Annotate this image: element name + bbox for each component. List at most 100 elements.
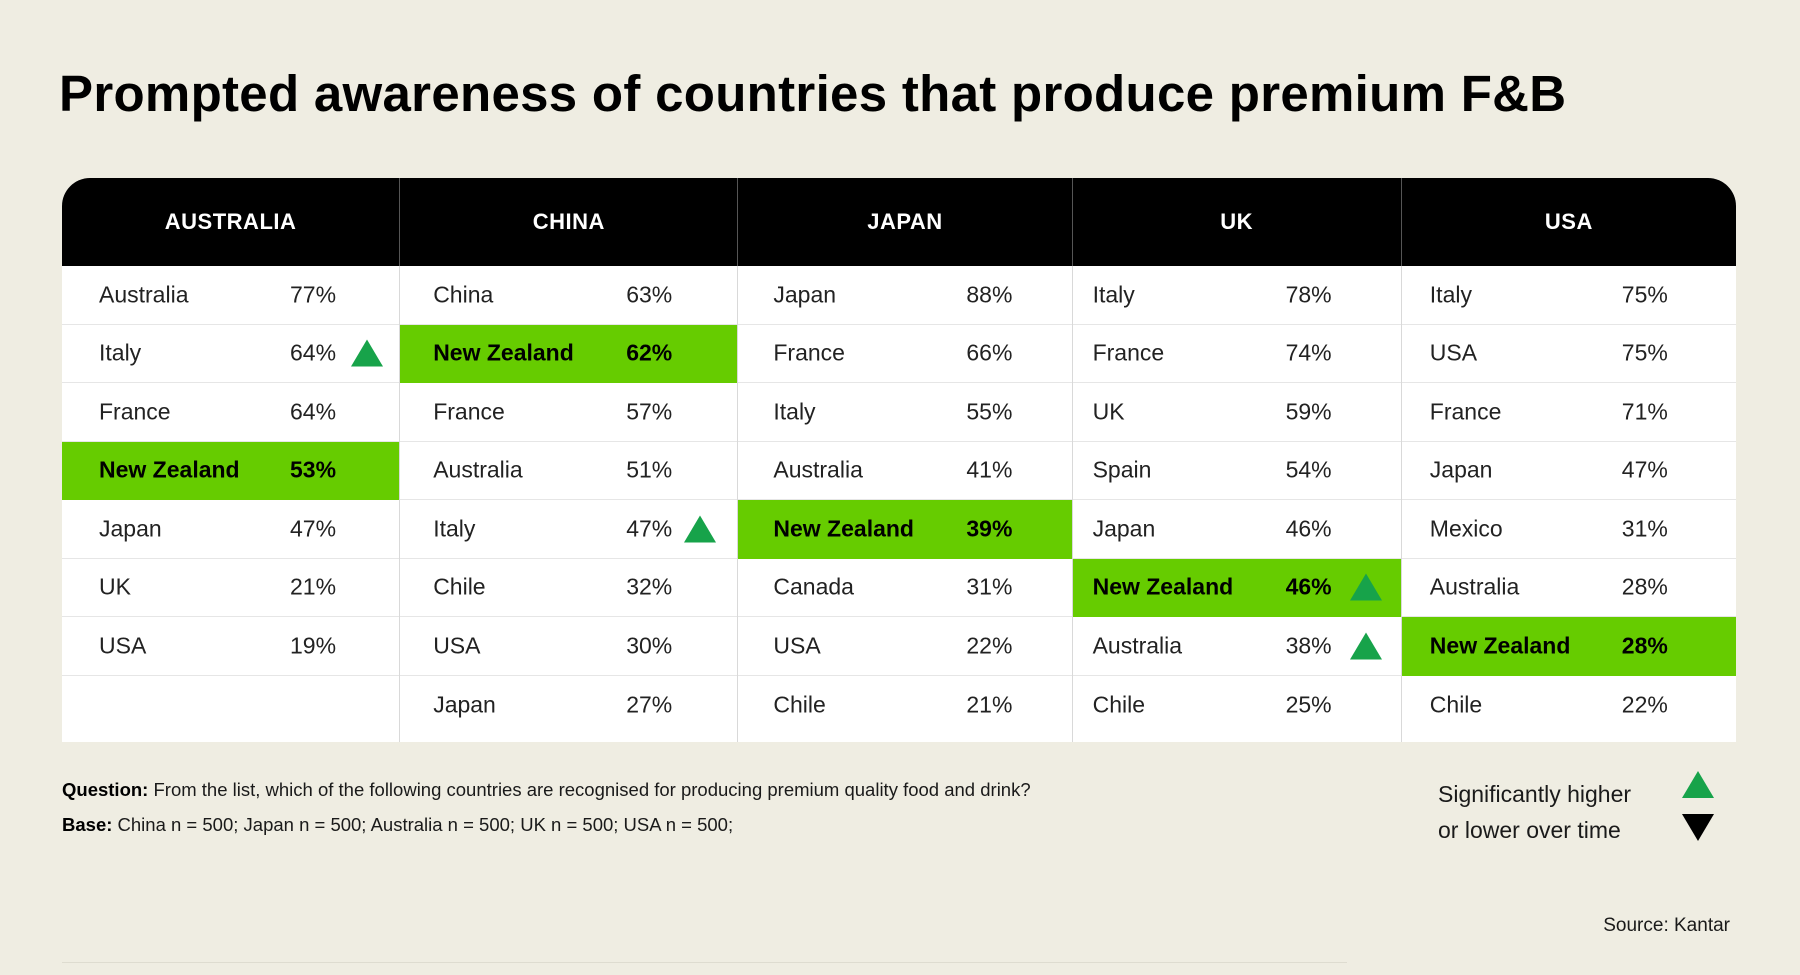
- table-row: Italy 64%: [62, 325, 400, 383]
- country-name: Australia: [1092, 632, 1183, 659]
- country-name: UK: [1092, 398, 1125, 425]
- table-row: Japan 46%: [1072, 500, 1401, 559]
- base-footnote: Base: China n = 500; Japan n = 500; Aust…: [62, 814, 733, 836]
- table-row: USA 30%: [400, 617, 738, 676]
- awareness-value: 53%: [290, 456, 337, 483]
- country-name: Chile: [773, 691, 826, 718]
- awareness-value: 30%: [626, 632, 673, 659]
- country-name: Australia: [99, 281, 189, 308]
- country-name: Chile: [433, 573, 486, 600]
- awareness-table: AUSTRALIA Australia 77% Italy 64% France 64% Ne…: [62, 178, 1736, 742]
- country-name: New Zealand: [1092, 573, 1234, 600]
- awareness-value: 46%: [1285, 573, 1332, 600]
- country-name: UK: [99, 573, 131, 600]
- table-row-highlight: New Zealand 62%: [400, 324, 738, 383]
- awareness-value: 27%: [626, 691, 673, 718]
- awareness-value: 47%: [1621, 456, 1668, 483]
- column-japan: JAPAN Japan 88% France 66% Italy 55% Australia 4…: [737, 178, 1072, 742]
- table-row: France 66%: [738, 325, 1072, 383]
- country-name: USA: [99, 632, 147, 659]
- awareness-value: 39%: [966, 515, 1013, 542]
- country-name: France: [433, 398, 505, 425]
- column-header: JAPAN: [737, 178, 1072, 266]
- table-row: Japan 88%: [738, 266, 1072, 325]
- awareness-value: 63%: [626, 281, 673, 308]
- triangle-down-icon: [1682, 814, 1714, 841]
- table-row: Australia 41%: [738, 442, 1072, 500]
- table-row: Italy 78%: [1072, 266, 1401, 325]
- awareness-value: 59%: [1285, 398, 1332, 425]
- country-name: France: [1429, 398, 1502, 425]
- table-row-highlight: New Zealand 46%: [1072, 558, 1401, 617]
- country-name: New Zealand: [1429, 632, 1571, 659]
- column-uk: UK Italy 78% France 74% UK 59% Spain 54% Japan 46%…: [1071, 178, 1401, 742]
- column-usa: USA Italy 75% USA 75% France 71% Japan 47% Mexico…: [1400, 178, 1736, 742]
- awareness-value: 19%: [290, 632, 337, 659]
- country-name: Spain: [1092, 456, 1152, 483]
- awareness-value: 78%: [1285, 281, 1332, 308]
- country-name: USA: [1429, 339, 1478, 366]
- table-row: China 63%: [400, 266, 738, 325]
- legend: Significantly higher or lower over time: [1438, 776, 1631, 848]
- base-label: Base:: [62, 814, 113, 835]
- country-name: Mexico: [1429, 515, 1503, 542]
- table-row: France 57%: [400, 383, 738, 442]
- triangle-up-icon: [1682, 771, 1714, 798]
- country-name: Japan: [99, 515, 162, 542]
- country-name: USA: [433, 632, 481, 659]
- country-name: Italy: [99, 339, 142, 366]
- table-row: France 71%: [1401, 383, 1736, 442]
- awareness-value: 46%: [1285, 515, 1332, 542]
- table-row: Japan 27%: [400, 676, 737, 735]
- question-label: Question:: [62, 779, 149, 800]
- country-name: France: [1092, 339, 1165, 366]
- country-name: USA: [773, 632, 821, 659]
- country-name: Japan: [1092, 515, 1156, 542]
- divider: [62, 962, 1347, 963]
- awareness-value: 88%: [966, 281, 1013, 308]
- table-row: Japan 47%: [62, 500, 400, 559]
- awareness-value: 22%: [1621, 691, 1668, 718]
- question-text: From the list, which of the following co…: [153, 779, 1031, 800]
- source-credit: Source: Kantar: [1603, 915, 1730, 936]
- awareness-value: 74%: [1285, 339, 1332, 366]
- country-name: Italy: [433, 515, 476, 542]
- awareness-value: 51%: [626, 456, 673, 483]
- awareness-value: 22%: [966, 632, 1013, 659]
- awareness-value: 31%: [1621, 515, 1668, 542]
- country-name: New Zealand: [99, 456, 240, 483]
- country-name: Italy: [1429, 281, 1472, 308]
- table-row: UK 21%: [62, 559, 400, 617]
- table-row-highlight: New Zealand 53%: [62, 441, 400, 500]
- country-name: France: [773, 339, 845, 366]
- column-header: USA: [1400, 178, 1736, 266]
- table-row: Spain 54%: [1072, 442, 1401, 500]
- awareness-value: 77%: [290, 281, 337, 308]
- country-name: Australia: [773, 456, 863, 483]
- table-row: Chile 32%: [400, 559, 738, 617]
- awareness-value: 66%: [966, 339, 1013, 366]
- table-row: Italy 75%: [1401, 266, 1736, 325]
- column-header: CHINA: [399, 178, 738, 266]
- awareness-value: 75%: [1621, 339, 1668, 366]
- awareness-value: 55%: [966, 398, 1013, 425]
- country-name: Italy: [773, 398, 816, 425]
- table-row: Mexico 31%: [1401, 500, 1736, 559]
- question-footnote: Question: From the list, which of the fo…: [62, 779, 1031, 801]
- awareness-value: 25%: [1285, 691, 1332, 718]
- awareness-value: 71%: [1621, 398, 1668, 425]
- column-header: UK: [1071, 178, 1401, 266]
- legend-line-2: or lower over time: [1438, 817, 1621, 843]
- table-row: France 64%: [62, 383, 400, 442]
- country-name: Chile: [1092, 691, 1145, 718]
- awareness-value: 64%: [290, 398, 337, 425]
- awareness-value: 28%: [1621, 573, 1668, 600]
- country-name: Chile: [1429, 691, 1483, 718]
- country-name: New Zealand: [433, 339, 574, 366]
- table-row: USA 22%: [738, 617, 1072, 676]
- table-row: Japan 47%: [1401, 442, 1736, 500]
- column-australia: AUSTRALIA Australia 77% Italy 64% France 64% Ne…: [62, 178, 400, 742]
- table-row: Chile 21%: [738, 676, 1071, 735]
- awareness-value: 21%: [290, 573, 337, 600]
- awareness-value: 62%: [626, 339, 673, 366]
